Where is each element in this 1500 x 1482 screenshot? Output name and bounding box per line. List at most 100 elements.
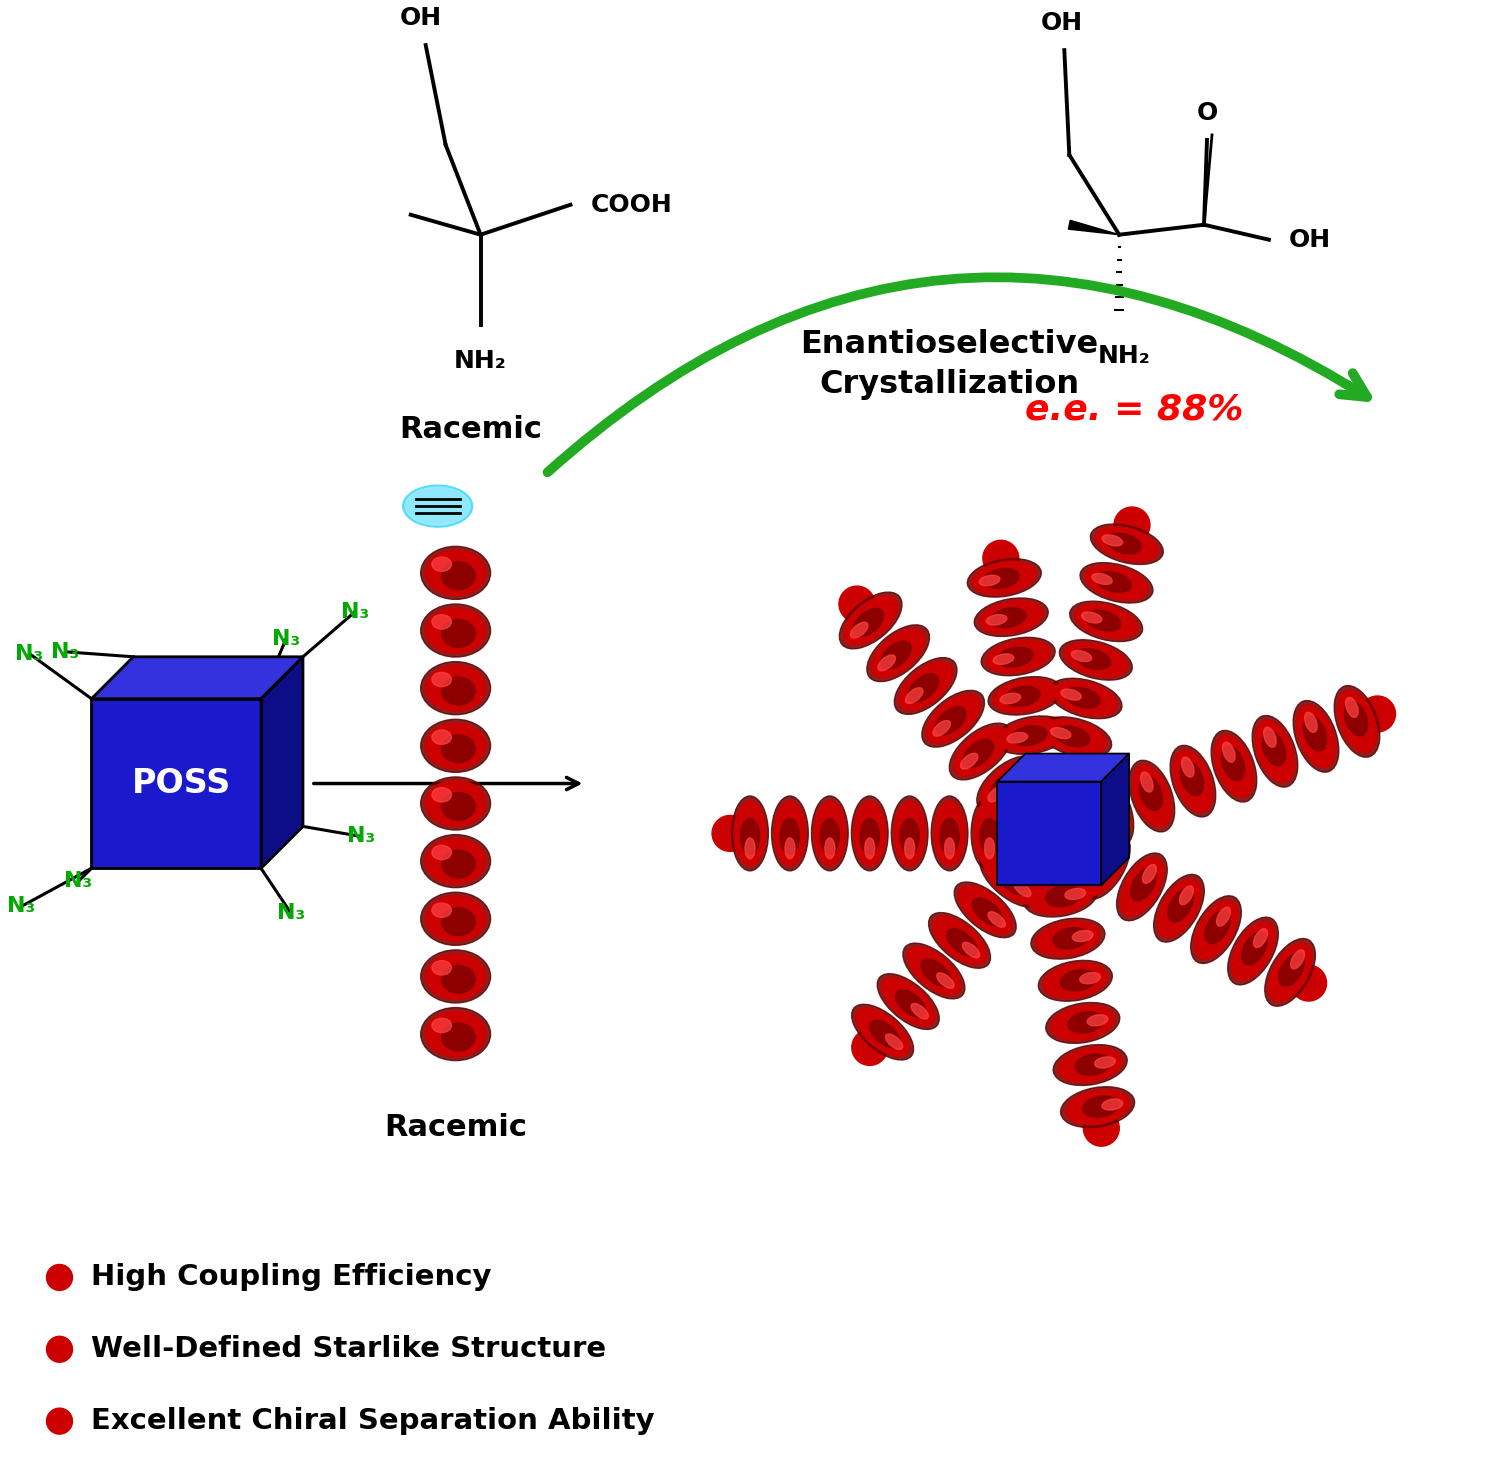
Ellipse shape xyxy=(441,562,476,590)
Ellipse shape xyxy=(1048,679,1122,719)
Text: N₃: N₃ xyxy=(340,602,369,622)
Ellipse shape xyxy=(420,892,491,946)
Text: N₃: N₃ xyxy=(8,897,36,916)
Ellipse shape xyxy=(424,723,486,769)
Circle shape xyxy=(982,541,1018,576)
Text: N₃: N₃ xyxy=(272,628,300,649)
Ellipse shape xyxy=(980,575,1000,585)
Ellipse shape xyxy=(432,960,451,975)
Ellipse shape xyxy=(1014,772,1035,782)
Circle shape xyxy=(1083,1110,1119,1146)
Ellipse shape xyxy=(1050,728,1071,738)
Ellipse shape xyxy=(1076,1054,1112,1074)
Ellipse shape xyxy=(1019,765,1054,785)
Ellipse shape xyxy=(946,929,976,956)
Ellipse shape xyxy=(1058,1048,1124,1083)
Ellipse shape xyxy=(993,654,1014,664)
Ellipse shape xyxy=(1096,572,1131,593)
Ellipse shape xyxy=(420,834,491,888)
Ellipse shape xyxy=(1180,762,1203,796)
Ellipse shape xyxy=(424,550,486,596)
Circle shape xyxy=(1290,965,1326,1000)
Ellipse shape xyxy=(870,1021,900,1048)
Ellipse shape xyxy=(1008,793,1064,842)
Ellipse shape xyxy=(1060,969,1096,991)
Ellipse shape xyxy=(1346,698,1358,717)
Ellipse shape xyxy=(970,796,1008,871)
Ellipse shape xyxy=(405,488,470,525)
Ellipse shape xyxy=(821,818,840,854)
Text: N₃: N₃ xyxy=(64,871,93,891)
Ellipse shape xyxy=(432,1018,451,1033)
Ellipse shape xyxy=(999,719,1065,751)
Ellipse shape xyxy=(906,947,962,996)
Ellipse shape xyxy=(432,845,451,860)
Ellipse shape xyxy=(1035,920,1101,956)
Ellipse shape xyxy=(424,837,486,885)
Ellipse shape xyxy=(1042,719,1107,754)
Ellipse shape xyxy=(441,735,476,763)
Circle shape xyxy=(1114,507,1150,542)
Ellipse shape xyxy=(1216,907,1230,926)
Ellipse shape xyxy=(958,885,1012,934)
Ellipse shape xyxy=(986,615,1006,625)
Ellipse shape xyxy=(936,707,966,735)
Text: O: O xyxy=(1197,101,1218,124)
Ellipse shape xyxy=(1080,563,1154,603)
Ellipse shape xyxy=(1058,846,1078,858)
Ellipse shape xyxy=(1053,680,1118,716)
Text: POSS: POSS xyxy=(132,768,231,800)
Ellipse shape xyxy=(1168,889,1192,922)
Ellipse shape xyxy=(993,679,1058,713)
Ellipse shape xyxy=(1264,938,1316,1006)
Ellipse shape xyxy=(978,600,1044,634)
Ellipse shape xyxy=(1120,857,1164,917)
Ellipse shape xyxy=(825,837,836,860)
Ellipse shape xyxy=(1040,851,1056,865)
Ellipse shape xyxy=(1065,688,1100,708)
Ellipse shape xyxy=(921,959,951,987)
Ellipse shape xyxy=(933,916,987,965)
Ellipse shape xyxy=(1210,731,1257,802)
Ellipse shape xyxy=(1140,772,1154,791)
Ellipse shape xyxy=(441,793,476,820)
Polygon shape xyxy=(92,657,303,698)
Ellipse shape xyxy=(441,908,476,935)
Ellipse shape xyxy=(1071,651,1092,661)
Ellipse shape xyxy=(940,818,958,854)
Ellipse shape xyxy=(1060,689,1082,700)
Ellipse shape xyxy=(432,903,451,917)
Ellipse shape xyxy=(1263,728,1276,747)
Ellipse shape xyxy=(981,637,1054,676)
Circle shape xyxy=(1359,697,1395,732)
Ellipse shape xyxy=(859,818,879,854)
Ellipse shape xyxy=(1083,1097,1119,1117)
Ellipse shape xyxy=(908,674,939,702)
Ellipse shape xyxy=(840,593,902,649)
Ellipse shape xyxy=(1044,765,1080,785)
Ellipse shape xyxy=(432,787,451,802)
Ellipse shape xyxy=(1038,717,1112,757)
Ellipse shape xyxy=(853,800,885,867)
Ellipse shape xyxy=(972,562,1036,594)
Ellipse shape xyxy=(972,898,1002,925)
Ellipse shape xyxy=(1034,757,1096,793)
Ellipse shape xyxy=(853,609,883,636)
Ellipse shape xyxy=(1023,837,1054,864)
Ellipse shape xyxy=(880,642,910,670)
Ellipse shape xyxy=(1086,611,1120,631)
Ellipse shape xyxy=(1170,745,1215,817)
Ellipse shape xyxy=(1090,525,1164,565)
Ellipse shape xyxy=(1334,686,1380,757)
Ellipse shape xyxy=(865,837,874,860)
Ellipse shape xyxy=(988,677,1062,714)
Ellipse shape xyxy=(1130,760,1174,831)
Ellipse shape xyxy=(432,673,451,686)
Ellipse shape xyxy=(1010,794,1083,833)
Circle shape xyxy=(46,1264,72,1291)
Ellipse shape xyxy=(441,1023,476,1051)
Ellipse shape xyxy=(926,694,981,744)
Ellipse shape xyxy=(1132,765,1172,827)
Ellipse shape xyxy=(1227,917,1278,986)
Ellipse shape xyxy=(1007,757,1071,791)
